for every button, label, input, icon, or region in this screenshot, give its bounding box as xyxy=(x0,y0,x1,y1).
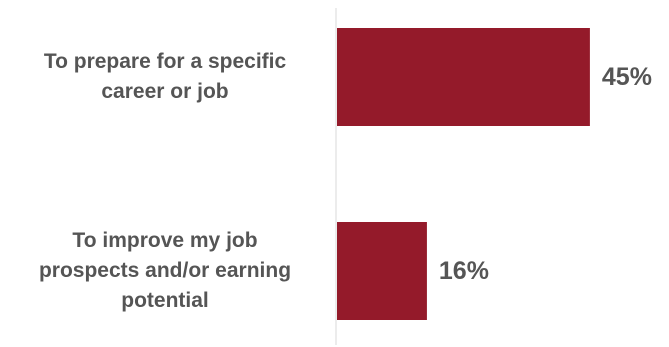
value-label-career-or-job: 45% xyxy=(601,63,652,91)
category-label-career-or-job: To prepare for a specific career or job xyxy=(43,50,287,103)
value-label-job-prospects: 16% xyxy=(438,257,489,285)
category-label-job-prospects: To improve my job prospects and/or earni… xyxy=(38,229,292,312)
bar-job-prospects xyxy=(337,222,427,320)
bar-career-or-job xyxy=(337,28,590,126)
